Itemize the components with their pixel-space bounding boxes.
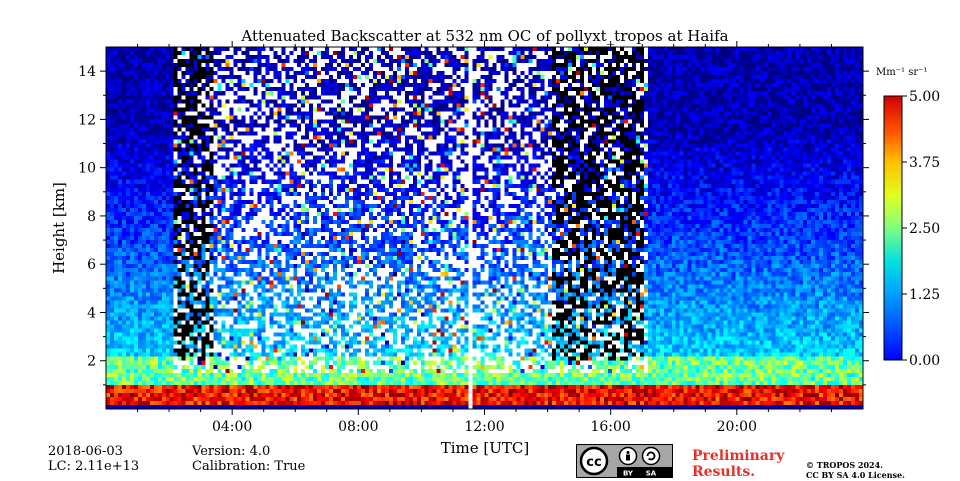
colorbar-tick-label: 5.00 [909,89,940,105]
y-tick-label: 2 [87,354,96,370]
y-axis-label: Height [km] [50,182,68,274]
colorbar-tick-label: 3.75 [909,155,940,171]
license-line-1: © TROPOS 2024. [806,460,883,470]
colorbar-tick-label: 1.25 [909,287,940,303]
y-tick-label: 14 [78,64,96,80]
y-axis: 2 4 6 8 10 12 14 [78,64,869,386]
y-tick-label: 6 [87,257,96,273]
license-note: © TROPOS 2024. CC BY SA 4.0 License. [806,460,905,480]
backscatter-raster [106,47,863,409]
colorbar [883,95,903,361]
x-tick-label: 12:00 [464,419,504,435]
colorbar-unit: Mm⁻¹ sr⁻¹ [876,67,927,78]
x-tick-label: 04:00 [212,419,252,435]
colorbar-ticks: 0.00 1.25 2.50 3.75 5.00 [902,89,940,369]
preliminary-line-2: Results. [692,464,756,480]
cc-logo-icon: cc BY SA [577,445,672,478]
colorbar-tick-label: 2.50 [909,221,940,237]
preliminary-results-note: Preliminary Results. [692,448,784,480]
x-axis-label: Time [UTC] [441,439,530,457]
colorbar-tick-label: 0.00 [909,353,940,369]
preliminary-line-1: Preliminary [692,448,785,464]
y-tick-label: 12 [78,112,96,128]
svg-text:SA: SA [646,470,657,478]
license-line-2: CC BY SA 4.0 License. [806,470,905,480]
footer-calibration: Calibration: True [192,459,306,474]
x-axis: 04:00 08:00 12:00 16:00 20:00 [137,41,832,435]
svg-text:cc: cc [586,455,601,470]
footer-lc: LC: 2.11e+13 [48,459,140,474]
footer-date: 2018-06-03 [48,444,123,459]
x-tick-label: 08:00 [338,419,378,435]
svg-text:BY: BY [623,470,634,478]
y-tick-label: 8 [87,209,96,225]
footer-version: Version: 4.0 [192,444,271,459]
x-tick-label: 16:00 [590,419,630,435]
x-tick-label: 20:00 [717,419,757,435]
backscatter-image [106,47,863,409]
y-tick-label: 4 [87,305,96,321]
cc-by-sa-logo[interactable]: cc BY SA [576,444,673,478]
y-tick-label: 10 [78,161,96,177]
chart-title: Attenuated Backscatter at 532 nm OC of p… [240,27,728,45]
